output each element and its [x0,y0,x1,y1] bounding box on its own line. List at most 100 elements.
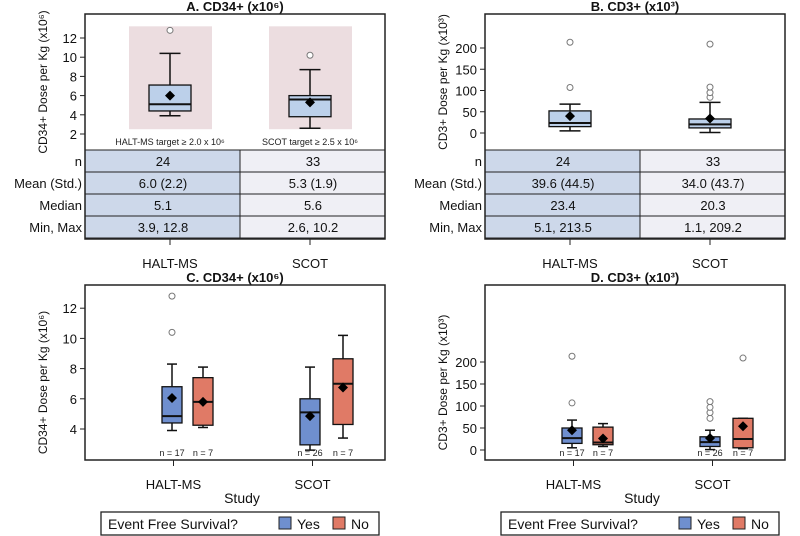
iqr-box [732,417,754,449]
y-axis-label: CD3+ Dose per Kg (x10³) [436,14,450,150]
y-tick-label: 50 [463,421,477,436]
box-halt-ms-yes: n = 17 [559,352,585,458]
y-tick-label: 10 [63,331,77,346]
table-row-label: Mean (Std.) [14,176,82,191]
table-value: 20.3 [700,198,725,213]
table-value: 5.1 [154,198,172,213]
panel-d: D. CD3+ (x10³) 0 50 100 150 200 CD3+ Dose per … [436,270,786,536]
n-label: n = 7 [733,448,753,458]
y-tick-label: 12 [63,301,77,316]
y-tick-label: 0 [470,443,477,458]
table-row-label: n [475,154,482,169]
mean-marker [598,433,608,444]
mean-marker [338,382,348,393]
y-tick-label: 4 [70,422,77,437]
legend-title: Event Free Survival? [108,516,238,532]
y-axis-label: CD34+ Dose per Kg (x10⁶) [36,311,50,454]
y-tick-label: 200 [455,41,477,56]
n-label: n = 17 [159,448,184,458]
box-halt-ms-no: n = 7 [192,366,214,458]
table-row-label: n [75,154,82,169]
legend-frame [500,511,780,536]
panel-a: A. CD34+ (x10⁶) HALT-MS target ≥ 2.0 x 10… [14,0,386,271]
y-tick-label: 6 [70,392,77,407]
n-label: n = 7 [593,448,613,458]
legend: Event Free Survival? Yes No [100,511,380,536]
plot-frame [84,13,386,240]
outlier-point [706,414,714,422]
y-axis-label: CD34+ Dose per Kg (x10⁶) [36,10,50,153]
iqr-box [161,386,183,424]
x-tick-label: HALT-MS [542,256,598,271]
panel-title: B. CD3+ (x10³) [591,0,680,14]
y-tick-label: 6 [70,89,77,104]
plot-frame [484,13,786,240]
y-tick-label: 100 [455,84,477,99]
x-tick-label: HALT-MS [146,477,202,492]
box-scot-yes: n = 26 [697,398,723,458]
box-scot-no: n = 7 [732,354,754,458]
table-value: 33 [706,154,720,169]
box-scot-yes: n = 26 [297,366,323,458]
table-row-label: Median [439,198,482,213]
table-value: 5.1, 213.5 [534,220,592,235]
box-halt-ms-no: n = 7 [592,422,614,458]
mean-marker [705,113,715,124]
target-label: SCOT target ≥ 2.5 x 10⁶ [262,137,358,147]
table-row-label: Mean (Std.) [414,176,482,191]
y-tick-label: 0 [470,126,477,141]
mean-marker [565,111,575,122]
x-tick-label: HALT-MS [546,477,602,492]
table-value: 33 [306,154,320,169]
mean-marker [705,433,715,444]
y-tick-label: 150 [455,62,477,77]
mean-marker [167,393,177,404]
mean-marker [567,425,577,436]
panel-title: C. CD34+ (x10⁶) [186,270,283,285]
y-tick-label: 100 [455,399,477,414]
y-tick-label: 12 [63,31,77,46]
y-tick-label: 8 [70,362,77,377]
outlier-point [168,292,176,300]
legend-title: Event Free Survival? [508,516,638,532]
table-value: 24 [156,154,170,169]
table-value: 1.1, 209.2 [684,220,742,235]
mean-marker [305,411,315,422]
mean-marker [738,421,748,432]
x-tick-label: SCOT [294,477,330,492]
box-scot [288,51,332,129]
x-axis-label: Study [624,490,660,506]
panel-b: B. CD3+ (x10³) 0 50 100 150 200 CD3+ Dose per … [414,0,786,271]
legend-yes: Yes [297,516,320,532]
x-axis-label: Study [224,490,260,506]
box-halt-ms-yes: n = 17 [159,292,185,458]
y-tick-label: 150 [455,377,477,392]
table-value: 3.9, 12.8 [138,220,189,235]
table-row-label: Median [39,198,82,213]
y-tick-label: 10 [63,50,77,65]
legend-swatch-no [332,516,346,530]
x-tick-label: SCOT [692,256,728,271]
y-tick-label: 50 [463,105,477,120]
y-tick-label: 2 [70,127,77,142]
legend-no: No [351,516,369,532]
n-label: n = 26 [297,448,322,458]
legend-swatch-yes [678,516,692,530]
outlier-point [306,51,314,59]
outlier-point [706,403,714,411]
iqr-box [299,398,321,446]
table-value: 23.4 [550,198,575,213]
outlier-point [739,354,747,362]
outlier-point [568,352,576,360]
n-label: n = 7 [193,448,213,458]
table-row-label: Min, Max [29,220,82,235]
x-tick-label: SCOT [292,256,328,271]
target-label: HALT-MS target ≥ 2.0 x 10⁶ [115,137,225,147]
legend-frame [100,511,380,536]
outlier-point [566,84,574,92]
legend: Event Free Survival? Yes No [500,511,780,536]
box-scot [688,40,732,134]
legend-swatch-no [732,516,746,530]
panel-c: C. CD34+ (x10⁶) 4 6 8 10 12 CD34+ Dose per Kg … [36,270,386,536]
